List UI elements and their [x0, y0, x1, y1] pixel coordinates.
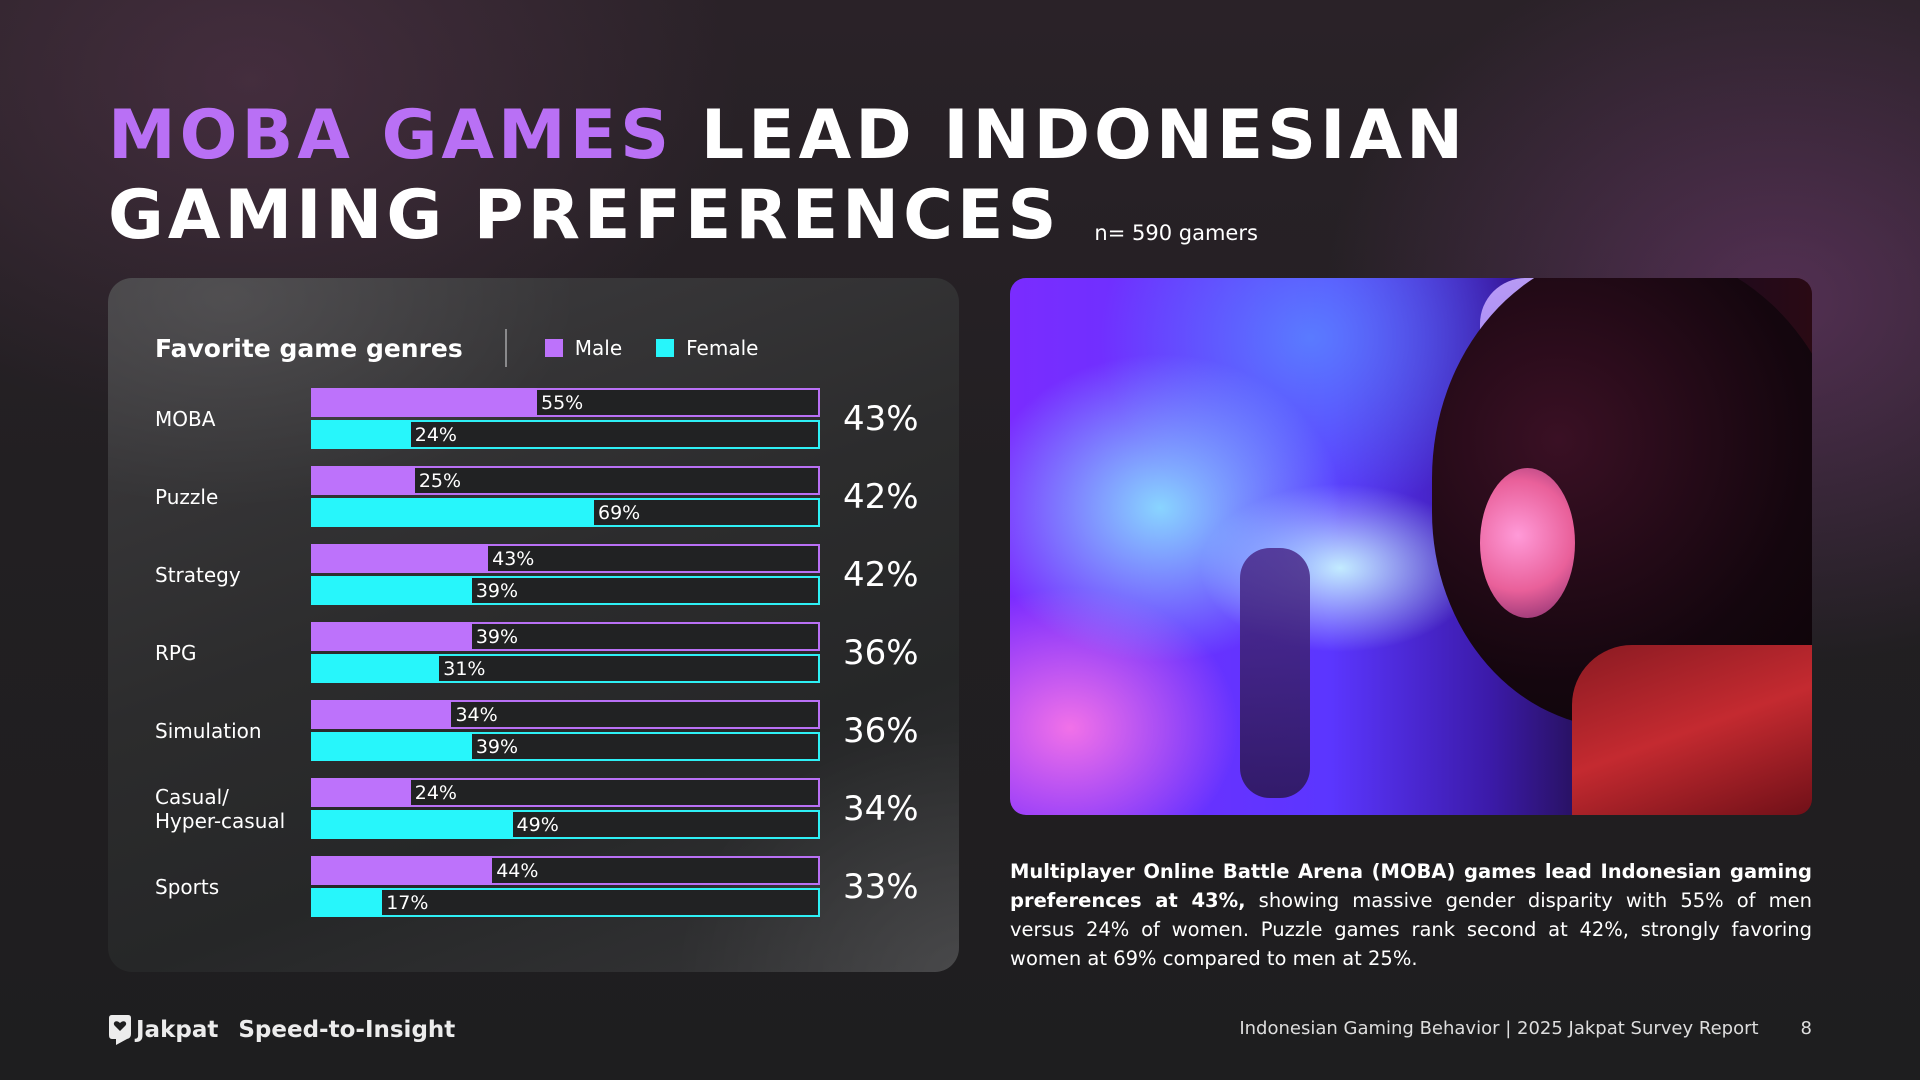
category-label: RPG — [155, 641, 197, 665]
legend-male-swatch — [544, 339, 563, 357]
chart-row: RPG 39% 31% 36% — [108, 622, 959, 684]
legend-female: Female — [656, 336, 758, 360]
chart-row: Simulation 34% 39% 36% — [108, 700, 959, 762]
gamer-shirt — [1572, 645, 1812, 815]
male-value-label: 55% — [540, 391, 584, 414]
female-bar-track: 39% — [311, 732, 820, 761]
male-bar-track: 34% — [311, 700, 820, 729]
page-title: MOBA Games Lead Indonesian Gaming Prefer… — [108, 96, 1828, 256]
report-title: Indonesian Gaming Behavior | 2025 Jakpat… — [1239, 1017, 1759, 1039]
header-divider — [504, 329, 507, 367]
male-value-label: 25% — [418, 469, 462, 492]
male-value-label: 43% — [492, 547, 535, 570]
legend-male-label: Male — [574, 336, 623, 360]
male-value-label: 34% — [455, 703, 498, 726]
chart-title: Favorite game genres — [155, 333, 463, 363]
male-bar — [311, 856, 493, 885]
brand-tagline: Speed-to-Insight — [238, 1017, 456, 1043]
page-number: 8 — [1800, 1017, 1812, 1039]
male-value-label: 44% — [496, 859, 539, 882]
category-label: Simulation — [155, 719, 262, 743]
total-value-label: 42% — [843, 477, 919, 517]
female-bar — [311, 732, 472, 761]
footer-brand: Jakpat Speed-to-Insight — [108, 1010, 455, 1050]
female-value-label: 31% — [443, 657, 486, 680]
category-label: MOBA — [155, 407, 216, 431]
chart-row: Strategy 43% 39% 42% — [108, 544, 959, 606]
female-value-label: 39% — [475, 579, 519, 602]
total-value-label: 43% — [843, 399, 919, 439]
legend-female-label: Female — [686, 336, 759, 360]
male-bar — [311, 544, 489, 573]
total-value-label: 36% — [843, 711, 919, 751]
total-value-label: 33% — [843, 867, 919, 907]
female-bar — [311, 498, 594, 527]
male-bar-track: 43% — [311, 544, 820, 573]
legend-male: Male — [544, 336, 623, 360]
female-bar-track: 69% — [311, 498, 820, 527]
female-value-label: 69% — [598, 501, 641, 524]
total-value-label: 34% — [843, 789, 919, 829]
chart-card: Favorite game genres Male Female MOBA 55%… — [108, 278, 959, 972]
female-value-label: 24% — [414, 423, 457, 446]
female-bar-track: 17% — [311, 888, 820, 917]
chart-header: Favorite game genres Male Female — [155, 326, 792, 370]
title-line-2: Gaming Preferences n= 590 gamers — [108, 176, 1828, 256]
female-bar — [311, 576, 472, 605]
brand-name: Jakpat — [136, 1017, 219, 1043]
female-value-label: 39% — [475, 735, 519, 758]
chart-row: Casual/ Hyper-casual 24% 49% 34% — [108, 778, 959, 840]
male-bar — [311, 778, 411, 807]
total-value-label: 42% — [843, 555, 919, 595]
male-value-label: 39% — [475, 625, 519, 648]
male-bar-track: 44% — [311, 856, 820, 885]
gamer-photo — [1010, 278, 1812, 815]
female-value-label: 17% — [386, 891, 429, 914]
title-line-2-text: Gaming Preferences — [108, 176, 1061, 255]
male-bar — [311, 622, 472, 651]
female-bar — [311, 810, 513, 839]
female-bar — [311, 420, 411, 449]
title-rest: Lead Indonesian — [700, 96, 1467, 175]
category-label: Sports — [155, 875, 220, 899]
total-value-label: 36% — [843, 633, 919, 673]
chart-row: MOBA 55% 24% 43% — [108, 388, 959, 450]
footer-report: Indonesian Gaming Behavior | 2025 Jakpat… — [1239, 1012, 1812, 1044]
chart-row: Puzzle 25% 69% 42% — [108, 466, 959, 528]
legend-female-swatch — [656, 339, 675, 357]
chart-row: Sports 44% 17% 33% — [108, 856, 959, 918]
summary-paragraph: Multiplayer Online Battle Arena (MOBA) g… — [1010, 857, 1812, 973]
female-bar-track: 39% — [311, 576, 820, 605]
male-bar — [311, 466, 415, 495]
male-bar-track: 24% — [311, 778, 820, 807]
male-value-label: 24% — [414, 781, 457, 804]
category-label: Strategy — [155, 563, 241, 587]
male-bar — [311, 700, 452, 729]
female-bar — [311, 654, 440, 683]
hand-holding-phone — [1240, 548, 1310, 798]
sample-size: n= 590 gamers — [1094, 221, 1258, 245]
female-bar-track: 49% — [311, 810, 820, 839]
female-value-label: 49% — [516, 813, 559, 836]
headphone-earcup — [1480, 468, 1575, 618]
title-line-1: MOBA Games Lead Indonesian — [108, 96, 1828, 176]
male-bar-track: 25% — [311, 466, 820, 495]
category-label: Puzzle — [155, 485, 219, 509]
summary-bold: Multiplayer Online Battle Arena (MOBA) g… — [1010, 860, 1812, 912]
male-bar-track: 55% — [311, 388, 820, 417]
female-bar — [311, 888, 383, 917]
female-bar-track: 24% — [311, 420, 820, 449]
female-bar-track: 31% — [311, 654, 820, 683]
title-accent: MOBA Games — [108, 96, 674, 175]
male-bar — [311, 388, 537, 417]
category-label: Casual/ Hyper-casual — [155, 785, 286, 833]
summary-rest: showing massive gender disparity with 55… — [1010, 889, 1812, 970]
jakpat-logo-icon — [109, 1015, 131, 1045]
male-bar-track: 39% — [311, 622, 820, 651]
